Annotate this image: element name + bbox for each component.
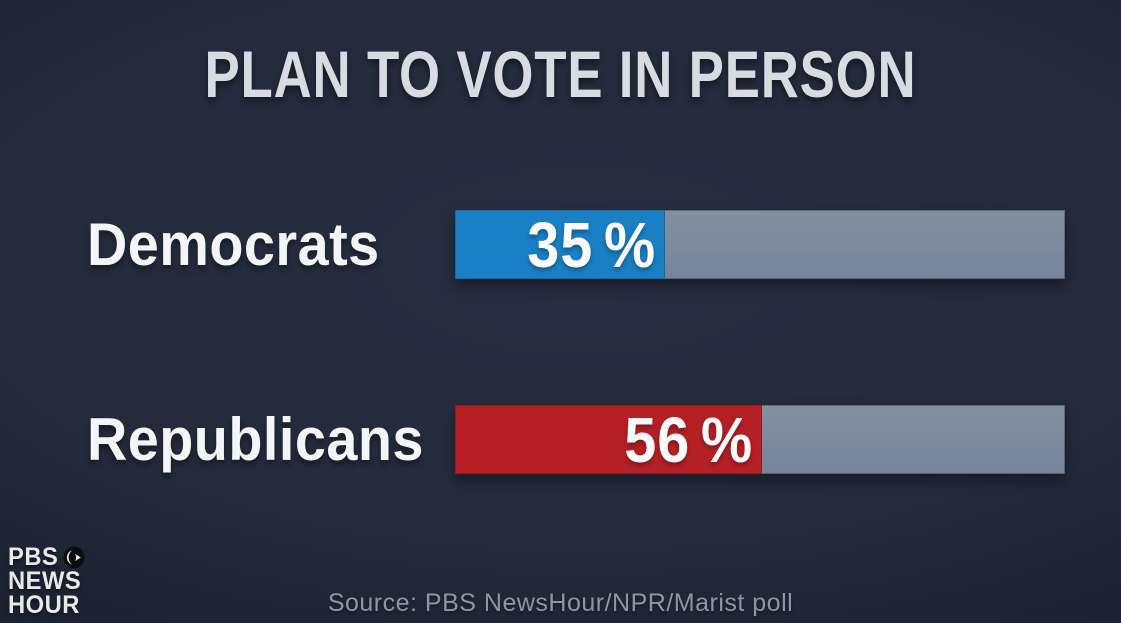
source-attribution: Source: PBS NewsHour/NPR/Marist poll <box>327 589 794 617</box>
value-number: 35 <box>527 208 593 281</box>
logo-line-pbs: PBS <box>8 543 85 571</box>
value-unit: % <box>603 208 656 281</box>
chart-title: PLAN TO VOTE IN PERSON <box>204 37 917 111</box>
bar-track-democrats: 35% <box>455 208 1065 282</box>
pbs-newshour-logo: PBS NEWS HOUR <box>8 543 85 619</box>
bar-track-republicans: 56% <box>455 403 1065 477</box>
value-number: 56 <box>624 403 690 476</box>
category-label-republicans: Republicans <box>87 406 424 473</box>
bar-fill-democrats: 35% <box>455 208 665 282</box>
category-label-democrats: Democrats <box>87 211 380 278</box>
pbs-head-icon <box>63 545 85 569</box>
value-unit: % <box>700 403 753 476</box>
value-label-republicans: 56% <box>624 403 762 477</box>
logo-text-news: NEWS <box>8 567 82 595</box>
bar-row-republicans: Republicans 56% <box>0 403 1121 477</box>
bar-row-democrats: Democrats 35% <box>0 208 1121 282</box>
value-label-democrats: 35% <box>527 208 665 282</box>
logo-text-pbs: PBS <box>8 543 59 571</box>
logo-text-hour: HOUR <box>8 591 80 619</box>
bar-fill-republicans: 56% <box>455 403 762 477</box>
